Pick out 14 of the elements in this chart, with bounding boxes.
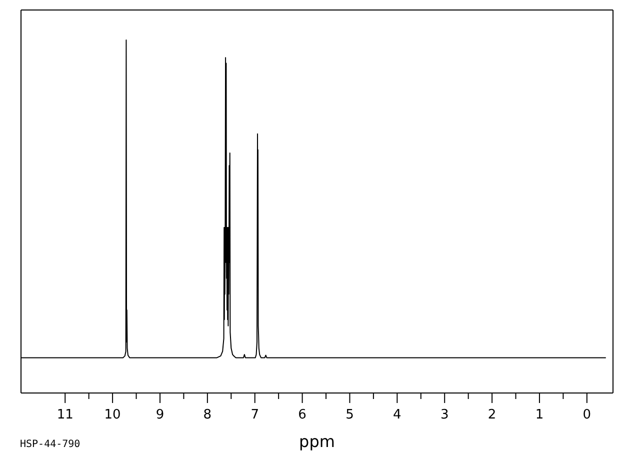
- x-tick-label: 9: [156, 408, 164, 422]
- x-tick-label: 7: [250, 408, 259, 422]
- x-tick-label: 4: [393, 408, 402, 422]
- x-tick-label: 8: [203, 408, 212, 422]
- x-tick-label: 3: [440, 408, 449, 422]
- x-axis-title: ppm: [299, 432, 335, 451]
- text: HSP-44-790: [20, 439, 80, 451]
- x-tick-label: 10: [104, 408, 121, 422]
- x-tick-label: 5: [346, 408, 354, 422]
- x-tick-label: 0: [582, 408, 592, 422]
- x-tick-label: 6: [298, 408, 306, 422]
- x-tick-label: 1: [535, 408, 544, 422]
- x-tick-label: 11: [56, 408, 74, 422]
- x-tick-label: 2: [488, 408, 496, 422]
